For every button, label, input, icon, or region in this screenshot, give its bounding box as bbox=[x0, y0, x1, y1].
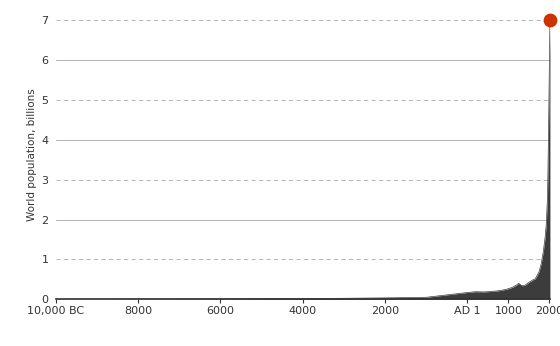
Y-axis label: World population, billions: World population, billions bbox=[27, 89, 37, 221]
Point bbox=[545, 18, 554, 23]
